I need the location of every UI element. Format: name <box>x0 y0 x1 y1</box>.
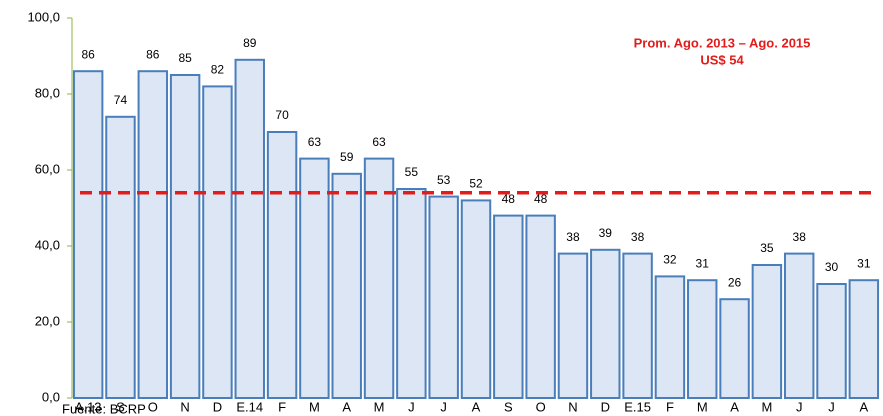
value-label: 31 <box>696 256 710 270</box>
bar <box>105 115 136 400</box>
x-tick-label: M <box>374 399 385 414</box>
value-label: 35 <box>760 241 774 255</box>
x-tick-label: S <box>504 399 513 414</box>
y-tick-label: 0,0 <box>42 389 60 404</box>
bar <box>687 279 718 400</box>
bar <box>557 252 589 399</box>
annotation: Prom. Ago. 2013 – Ago. 2015 <box>634 35 811 50</box>
bar <box>751 264 783 399</box>
bar <box>331 172 362 399</box>
y-tick-label: 100,0 <box>27 9 60 24</box>
x-tick-label: D <box>601 399 610 414</box>
y-tick-label: 20,0 <box>35 313 60 328</box>
bar <box>363 157 395 399</box>
x-tick-label: O <box>536 399 546 414</box>
value-label: 74 <box>114 93 128 107</box>
bar <box>848 279 880 400</box>
bar <box>783 252 815 399</box>
x-tick-label: J <box>440 399 447 414</box>
x-tick-label: A <box>342 399 351 414</box>
value-label: 63 <box>308 135 322 149</box>
x-tick-label: N <box>180 399 189 414</box>
value-label: 86 <box>146 47 160 61</box>
x-tick-label: A <box>860 399 869 414</box>
y-tick-label: 80,0 <box>35 85 60 100</box>
x-tick-label: A <box>472 399 481 414</box>
x-tick-label: F <box>666 399 674 414</box>
value-label: 38 <box>793 230 807 244</box>
value-label: 85 <box>178 51 192 65</box>
x-tick-label: D <box>213 399 222 414</box>
value-label: 31 <box>857 256 871 270</box>
value-label: 30 <box>825 260 839 274</box>
bar <box>622 252 653 399</box>
bar <box>816 283 847 399</box>
bar <box>202 85 233 400</box>
x-tick-label: M <box>309 399 320 414</box>
bar <box>169 74 201 399</box>
value-label: 48 <box>502 192 516 206</box>
x-tick-label: M <box>761 399 772 414</box>
bar <box>590 248 621 399</box>
value-label: 70 <box>275 108 289 122</box>
value-label: 39 <box>599 226 613 240</box>
x-tick-label: S <box>116 399 125 414</box>
value-label: 38 <box>566 230 580 244</box>
x-tick-label: O <box>148 399 158 414</box>
bar <box>299 157 330 399</box>
bar <box>266 131 298 399</box>
annotation: US$ 54 <box>700 52 744 67</box>
y-tick-label: 40,0 <box>35 237 60 252</box>
value-label: 26 <box>728 275 742 289</box>
x-tick-label: A <box>730 399 739 414</box>
value-label: 86 <box>81 47 95 61</box>
bar <box>396 188 427 399</box>
value-label: 82 <box>211 63 225 77</box>
bar <box>460 199 492 399</box>
bar <box>493 214 524 399</box>
bar <box>654 275 686 399</box>
bar <box>137 70 169 399</box>
value-label: 63 <box>372 135 386 149</box>
value-label: 52 <box>469 177 483 191</box>
source: Fuente: BCRP <box>62 401 146 416</box>
x-tick-label: F <box>278 399 286 414</box>
x-tick-label: M <box>697 399 708 414</box>
bar <box>428 195 459 399</box>
x-tick-label: E.14 <box>236 399 263 414</box>
value-label: 32 <box>663 253 677 267</box>
value-label: 53 <box>437 173 451 187</box>
bar <box>72 70 104 399</box>
bar <box>525 214 556 399</box>
value-label: 38 <box>631 230 645 244</box>
y-tick-label: 60,0 <box>35 161 60 176</box>
value-label: 55 <box>405 165 419 179</box>
bar <box>719 298 750 400</box>
x-tick-label: J <box>796 399 803 414</box>
value-label: 48 <box>534 192 548 206</box>
value-label: 89 <box>243 36 257 50</box>
bar <box>234 58 265 400</box>
x-tick-label: A.13 <box>75 399 102 414</box>
x-tick-label: J <box>408 399 415 414</box>
x-tick-label: N <box>568 399 577 414</box>
x-tick-label: E.15 <box>624 399 651 414</box>
x-tick-label: J <box>828 399 835 414</box>
value-label: 59 <box>340 150 354 164</box>
